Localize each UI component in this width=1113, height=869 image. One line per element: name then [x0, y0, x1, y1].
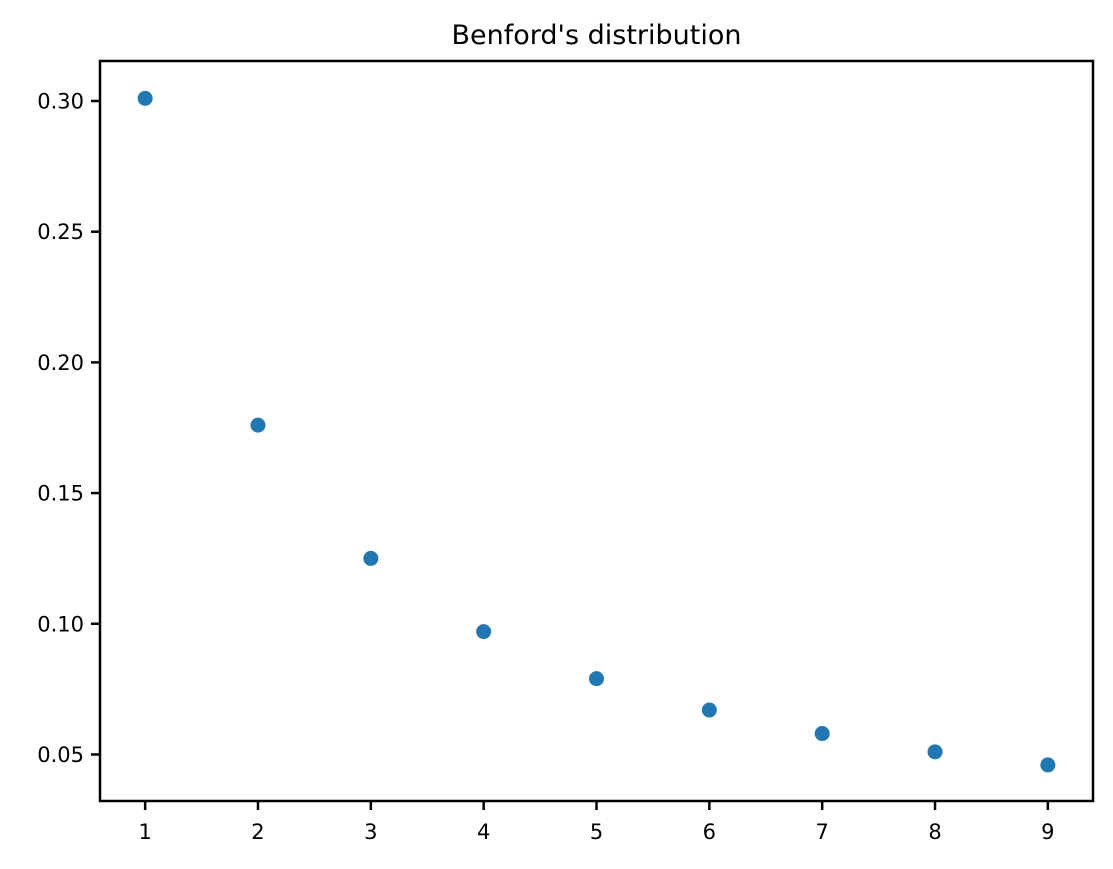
data-point	[589, 671, 604, 687]
x-tick-label: 4	[477, 820, 490, 844]
data-point	[363, 550, 379, 566]
data-points	[137, 90, 1056, 773]
x-tick-label: 3	[364, 820, 377, 844]
x-tick-label: 6	[703, 820, 716, 844]
data-point	[137, 90, 153, 106]
data-point	[701, 702, 717, 718]
axes-frame	[98, 59, 1095, 803]
data-point	[927, 744, 943, 760]
x-tick-label: 9	[1041, 820, 1054, 844]
x-tick-label: 8	[928, 820, 941, 844]
data-point	[476, 624, 492, 640]
x-tick-label: 5	[590, 820, 603, 844]
y-tick-label: 0.10	[37, 612, 84, 636]
y-axis: 0.05 0.10 0.15 0.20 0.25 0.30	[37, 89, 100, 767]
y-tick-label: 0.20	[37, 351, 84, 375]
x-tick-label: 7	[815, 820, 828, 844]
data-point	[250, 417, 266, 433]
y-tick-label: 0.05	[37, 743, 84, 767]
x-tick-label: 2	[251, 820, 264, 844]
data-point	[814, 726, 830, 742]
y-tick-label: 0.30	[37, 89, 84, 113]
y-tick-label: 0.25	[37, 220, 84, 244]
y-tick-label: 0.15	[37, 482, 84, 506]
x-tick-label: 1	[138, 820, 151, 844]
chart-title: Benford's distribution	[452, 20, 742, 51]
data-point	[1040, 757, 1056, 773]
x-axis: 1 2 3 4 5 6 7 8 9	[138, 801, 1055, 844]
